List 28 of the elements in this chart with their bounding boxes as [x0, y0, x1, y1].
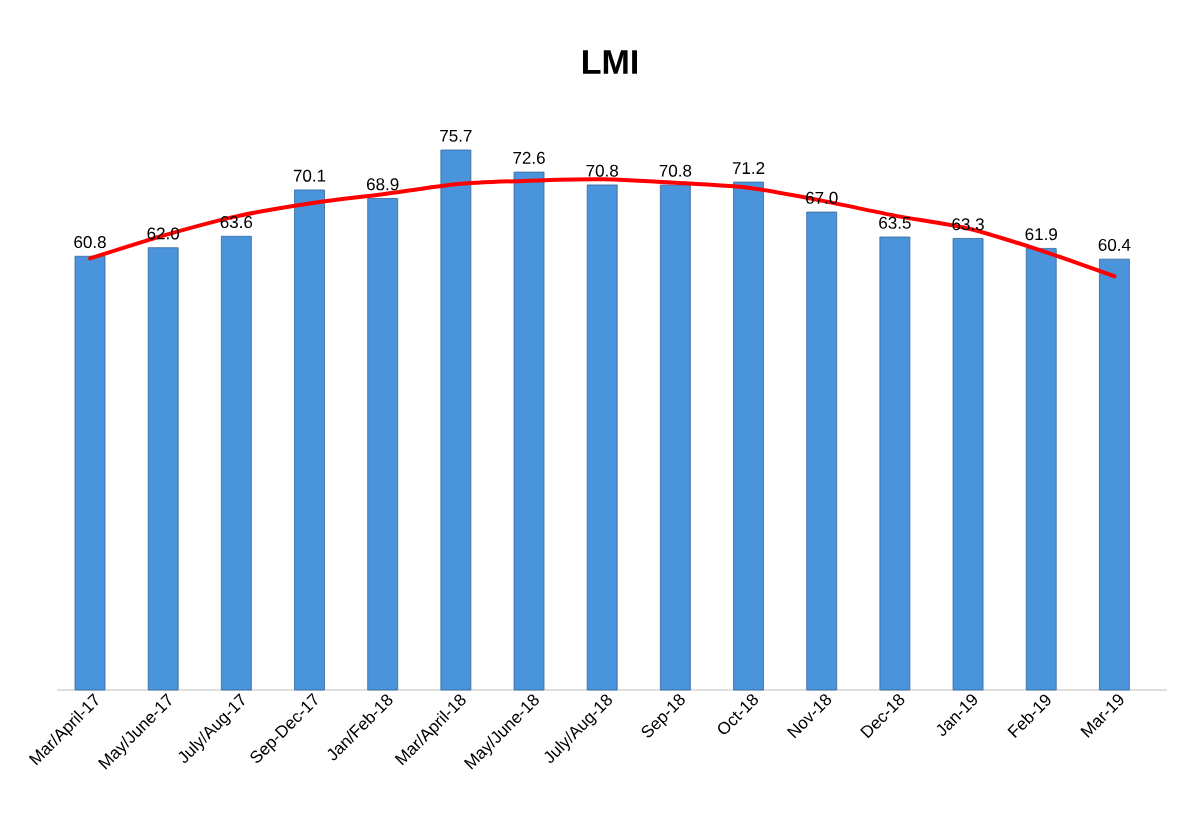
data-label: 71.2	[732, 162, 765, 174]
bar	[733, 181, 764, 691]
data-label: 75.7	[440, 129, 472, 142]
chart-title: LMI	[583, 50, 637, 74]
bar	[952, 238, 984, 691]
data-label: 60.4	[1098, 238, 1131, 251]
bar	[440, 149, 472, 691]
bar	[294, 189, 325, 691]
bar	[659, 184, 691, 691]
bar	[220, 235, 252, 691]
data-label: 70.8	[659, 164, 692, 177]
bar	[586, 184, 618, 691]
bar	[74, 255, 106, 691]
data-label: 68.9	[367, 178, 399, 191]
data-label: 60.8	[74, 236, 106, 249]
data-label: 63.6	[220, 216, 253, 229]
bar	[1025, 248, 1057, 691]
data-label: 63.5	[879, 216, 911, 229]
bar	[367, 198, 399, 691]
bar	[806, 211, 838, 691]
bar	[513, 171, 545, 691]
bar	[1099, 258, 1130, 691]
data-label: 61.9	[1025, 228, 1057, 241]
bar	[879, 236, 911, 691]
bar	[147, 247, 179, 691]
data-label: 70.1	[293, 169, 326, 182]
data-label: 72.6	[513, 151, 545, 164]
data-label: 70.8	[586, 164, 619, 177]
